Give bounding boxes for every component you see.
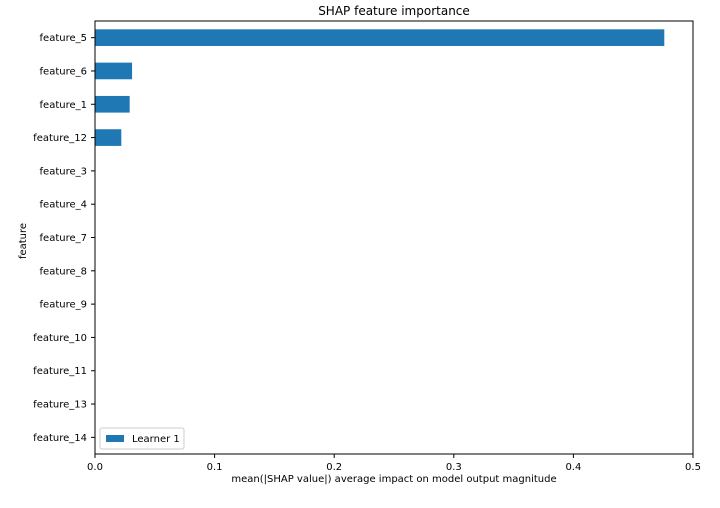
y-ticks-group: feature_5 feature_6 feature_1 feature_12fea… (33, 33, 95, 444)
x-tick-label: 0.3 (446, 462, 462, 473)
plot-frame (94, 20, 694, 455)
bars-group (95, 29, 665, 146)
chart-title: SHAP feature importance (318, 4, 470, 18)
legend-swatch (106, 435, 124, 442)
y-tick-label: feature_3 (40, 166, 87, 177)
bar-feature_1 (95, 95, 130, 113)
bar-feature_6 (95, 62, 133, 80)
bar-feature_12 (95, 129, 122, 146)
y-tick-label: feature_6 (40, 66, 87, 77)
y-tick-label: feature_7 (40, 233, 87, 244)
y-axis-label: feature (18, 223, 29, 259)
x-tick-label: 0.1 (207, 462, 223, 473)
y-tick-label: feature_5 (40, 33, 87, 44)
y-tick-label: feature_11 (33, 366, 87, 377)
y-tick-label: feature_8 (40, 266, 87, 277)
legend-box (99, 427, 185, 450)
legend-label: Learner 1 (132, 434, 180, 445)
x-tick-label: 0.4 (565, 462, 581, 473)
y-tick-label: feature_14 (33, 433, 87, 444)
x-axis-label: mean(|SHAP value|) average impact on mod… (231, 474, 556, 485)
y-tick-label: feature_13 (33, 400, 87, 411)
y-tick-label: feature_1 (40, 100, 87, 111)
x-tick-label: 0.5 (685, 462, 701, 473)
x-ticks-group: 0.0 0.1 0.2 0.3 0.4 0.5 (87, 454, 701, 473)
y-tick-label: feature_12 (33, 133, 87, 144)
x-tick-label: 0.0 (87, 462, 103, 473)
bar-feature_5 (95, 29, 665, 46)
y-tick-label: feature_9 (40, 300, 87, 311)
x-tick-label: 0.2 (326, 462, 342, 473)
y-tick-label: feature_10 (33, 333, 87, 344)
legend: Learner 1 (99, 427, 185, 450)
y-tick-label: feature_4 (40, 200, 87, 211)
